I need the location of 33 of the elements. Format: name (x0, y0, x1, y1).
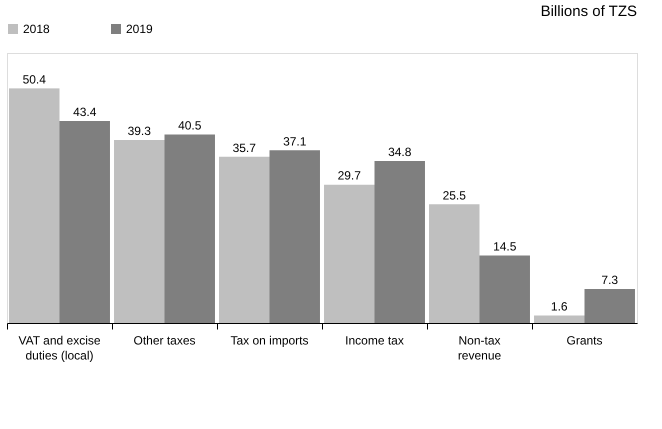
bar (480, 256, 530, 323)
data-label: 7.3 (601, 273, 618, 288)
legend-label: 2018 (23, 22, 50, 36)
x-tick-label: Income tax (345, 334, 404, 348)
x-tick-label: Other taxes (133, 334, 196, 348)
x-tick-label: Tax on imports (230, 334, 309, 348)
bar (164, 134, 215, 323)
bar (114, 140, 164, 323)
data-label: 34.8 (388, 145, 412, 159)
bar (429, 204, 480, 323)
data-label: 37.1 (283, 134, 307, 148)
data-label: 1.6 (550, 300, 568, 314)
x-tick-label: Grants (566, 334, 603, 348)
data-label: 35.7 (232, 140, 256, 155)
bar (534, 316, 584, 323)
x-tick-label: VAT and excise duties (local) (18, 334, 101, 362)
x-tick-label: Non-tax revenue (458, 334, 502, 362)
bar (219, 156, 270, 323)
data-label: 39.3 (128, 124, 152, 138)
bar (9, 88, 60, 323)
bar (324, 184, 374, 323)
data-label: 14.5 (493, 240, 517, 254)
chart-subtitle: Billions of TZS (540, 3, 637, 20)
bar (270, 150, 320, 323)
data-label: 29.7 (338, 168, 362, 183)
bar (584, 289, 635, 323)
data-label: 25.5 (442, 188, 466, 202)
data-label: 43.4 (73, 104, 97, 119)
data-label: 50.4 (22, 72, 46, 86)
bar (60, 120, 110, 323)
bar (374, 161, 425, 323)
data-label: 40.5 (178, 118, 202, 132)
legend-label: 2019 (126, 22, 154, 36)
